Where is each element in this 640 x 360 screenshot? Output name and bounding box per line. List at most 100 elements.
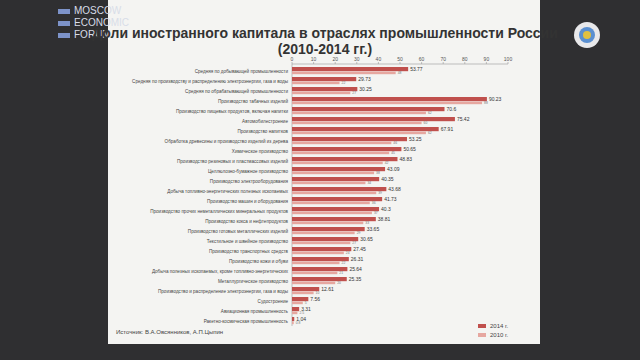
data-label: 50.65 (403, 146, 416, 152)
category-label: Производство кокса и нефтепродуктов (205, 219, 288, 224)
category-label: Ракетно-космическая промышленность (204, 319, 289, 324)
data-label: 25.35 (349, 276, 362, 282)
x-tick-label: 100 (504, 56, 513, 62)
x-tick-label: 50 (397, 56, 403, 62)
data-label: 34 (367, 181, 371, 185)
data-label: 41.73 (384, 196, 397, 202)
bar (292, 322, 294, 325)
emblem (574, 22, 600, 48)
bar (292, 142, 391, 145)
category-label: Производство машин и оборудования (207, 199, 289, 204)
x-tick-label: 20 (332, 56, 338, 62)
x-tick (356, 62, 357, 64)
slide (108, 0, 540, 344)
category-label: Производство готовых металлических издел… (188, 228, 289, 234)
bar (292, 167, 385, 171)
x-tick (400, 62, 401, 64)
category-label: Производство и распределение электроэнер… (158, 289, 288, 294)
data-label: 62 (428, 111, 432, 115)
title: Доли иностранного капитала в отраслях пр… (92, 25, 558, 57)
x-tick (378, 62, 379, 64)
data-label: 60 (424, 121, 428, 125)
bar (292, 117, 455, 121)
data-label: 25.64 (349, 266, 362, 272)
emblem (583, 31, 591, 39)
background (0, 0, 640, 360)
bar (292, 87, 357, 91)
x-tick (443, 62, 444, 64)
data-label: 36 (372, 201, 376, 205)
logo-text: MOSCOW (74, 5, 122, 16)
category-label: Авиационная промышленность (221, 309, 289, 314)
data-label: 43.68 (388, 186, 401, 192)
category-label: Текстильное и швейное производство (207, 238, 289, 244)
data-label: 12.61 (321, 286, 334, 292)
data-label: 67.91 (441, 126, 454, 132)
logo-mark (58, 9, 70, 14)
bar (292, 282, 335, 285)
x-tick-label: 30 (354, 56, 360, 62)
bar (292, 257, 349, 261)
slide-photo: MOSCOWECONOMICFORUMДоли иностранного кап… (0, 0, 640, 360)
category-label: Средняя по производству и распределению … (132, 79, 288, 84)
legend-label: 2010 г. (490, 332, 508, 338)
x-tick (292, 62, 293, 64)
legend-swatch (478, 333, 486, 337)
data-label: 48.83 (399, 156, 412, 162)
bar (292, 207, 379, 211)
bar (292, 242, 350, 245)
bar (292, 217, 376, 221)
annotation: Источник: В.А.Овсянников, А.П.Цыпин (116, 329, 223, 335)
category-label: Целлюлозно-бумажное производство (208, 169, 289, 174)
category-label: Средняя по обрабатывающей промышленности (185, 88, 288, 94)
data-label: 43.09 (387, 166, 400, 172)
category-label: Химическое производство (232, 149, 289, 154)
data-label: 70.6 (446, 106, 456, 112)
data-label: 22 (342, 81, 346, 85)
bar (292, 307, 299, 311)
bar (292, 77, 356, 81)
bar (292, 312, 297, 315)
bar (292, 97, 487, 101)
bar (292, 127, 439, 131)
x-tick (486, 62, 487, 64)
x-tick (508, 62, 509, 64)
bar (292, 272, 337, 275)
data-label: 30.65 (360, 236, 373, 242)
title-line: (2010-2014 гг.) (278, 41, 372, 57)
data-label: 7.56 (310, 296, 320, 302)
data-label: 48 (398, 71, 402, 75)
data-label: 27 (352, 91, 356, 95)
bar (292, 152, 389, 155)
data-label: 29 (357, 231, 361, 235)
data-label: 53.25 (409, 136, 422, 142)
data-label: 27 (352, 241, 356, 245)
category-label: Производство напитков (237, 129, 288, 134)
data-label: 40.3 (381, 206, 391, 212)
bar (292, 292, 314, 295)
data-labels: 53.7729.7330.2590.2370.675.4267.9153.255… (296, 66, 502, 325)
title-line: Доли иностранного капитала в отраслях пр… (92, 25, 558, 41)
bar (292, 147, 401, 151)
x-tick-label: 40 (376, 56, 382, 62)
bar (292, 132, 426, 135)
bar (292, 182, 365, 185)
bar (292, 112, 426, 115)
data-label: 40.35 (381, 176, 394, 182)
bar (292, 197, 382, 201)
category-label: Металлургическое производство (218, 279, 289, 284)
data-label: 21 (339, 271, 343, 275)
bar (292, 247, 351, 251)
x-tick-label: 90 (484, 56, 490, 62)
data-label: 39 (378, 191, 382, 195)
category-label: Производство табачных изделий (218, 98, 289, 104)
bar (292, 252, 344, 255)
legend-swatch (478, 324, 486, 328)
category-label: Судостроение (258, 299, 289, 304)
data-label: 38.81 (378, 216, 391, 222)
bar (292, 102, 482, 105)
category-label: Производство электрооборудования (210, 179, 289, 184)
data-label: 26.31 (351, 256, 364, 262)
data-label: 46 (393, 141, 397, 145)
data-label: 27.45 (353, 246, 366, 252)
